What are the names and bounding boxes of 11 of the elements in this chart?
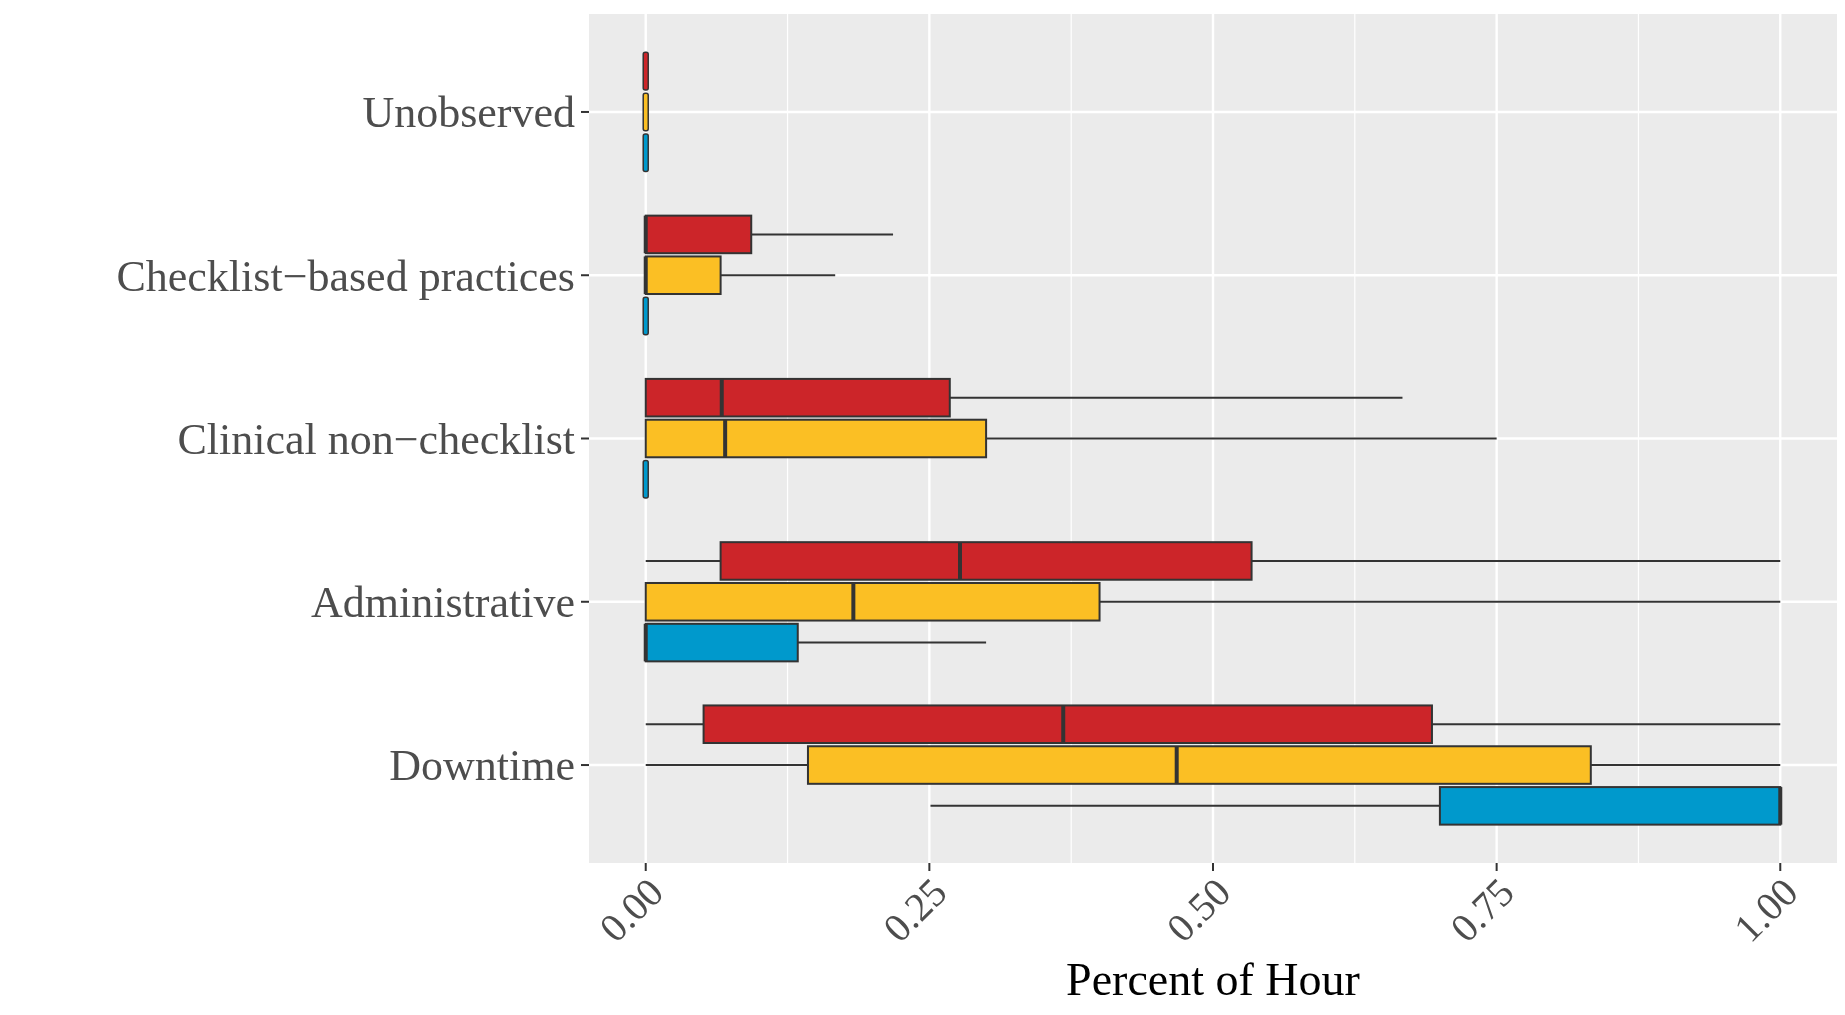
y-tick-label: Checklist−based practices — [116, 251, 575, 301]
x-tick-label: 0.00 — [590, 869, 672, 951]
y-tick-label: Clinical non−checklist — [177, 414, 575, 464]
y-tick-label: Downtime — [389, 741, 575, 791]
x-tick-label: 0.50 — [1157, 869, 1240, 951]
x-tick-label: 0.75 — [1441, 869, 1523, 951]
x-tick-label: 1.00 — [1725, 869, 1807, 951]
x-axis-title: Percent of Hour — [1066, 954, 1360, 1005]
x-tick-label: 0.25 — [874, 869, 956, 951]
y-tick-label: Administrative — [311, 578, 575, 628]
y-tick-label: Unobserved — [362, 88, 575, 138]
